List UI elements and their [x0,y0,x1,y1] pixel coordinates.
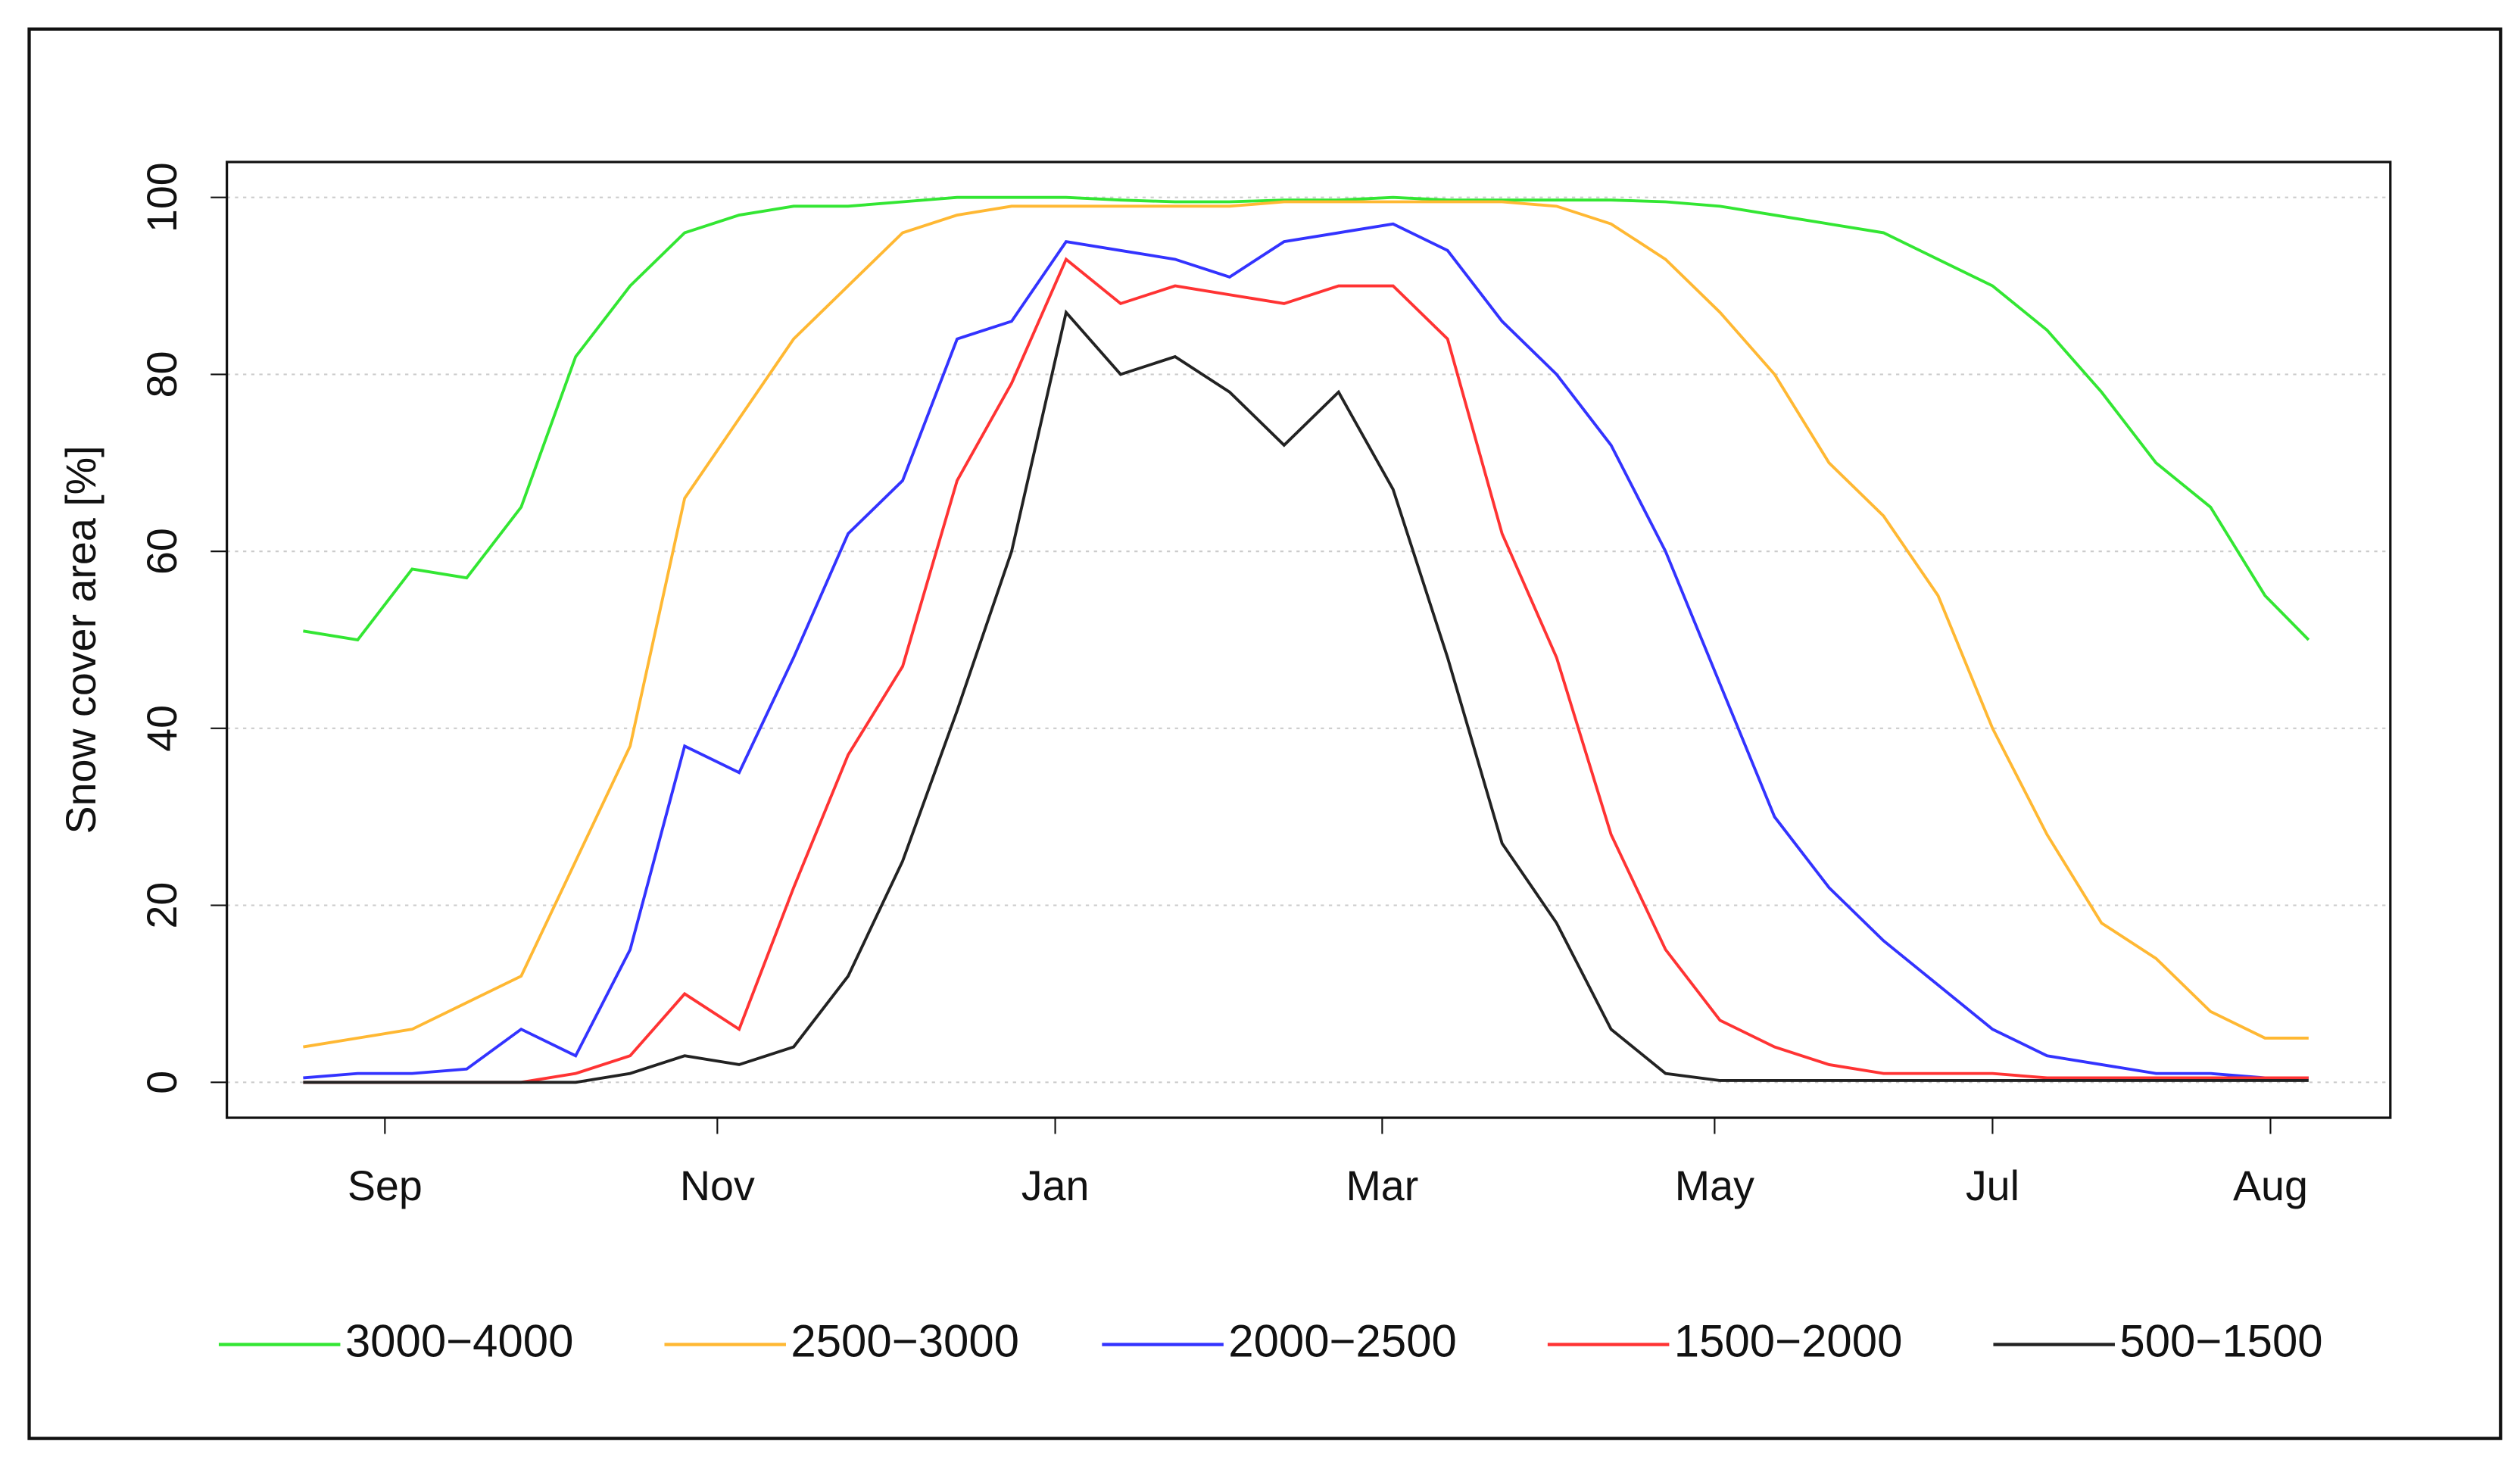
x-tick-label: Sep [348,1162,423,1209]
line-series [303,309,2309,1084]
y-tick-label: 60 [139,528,186,575]
x-tick-label: Jan [1021,1162,1090,1209]
legend-label: 500−1500 [2119,1315,2322,1366]
legend-label: 3000−4000 [345,1315,574,1366]
x-tick-label: May [1675,1162,1754,1209]
line-series [303,222,2309,1080]
frame [27,27,2503,1440]
legend-label: 1500−2000 [1674,1315,1903,1366]
x-tick-label: Aug [2233,1162,2308,1209]
y-tick-label: 100 [139,162,186,232]
line-series [303,257,2309,1084]
y-axis-label: Snow cover area [%] [58,445,104,834]
x-tick-label: Nov [680,1162,755,1209]
y-tick-label: 20 [139,882,186,929]
y-tick-label: 0 [139,1071,186,1094]
plot-border [226,161,2392,1119]
line-series [303,195,2310,642]
x-tick-label: Jul [1966,1162,2019,1209]
line-series [303,200,2309,1049]
y-tick-label: 80 [139,351,186,398]
y-tick-label: 40 [139,705,186,752]
legend-label: 2000−2500 [1228,1315,1457,1366]
x-tick-label: Mar [1346,1162,1418,1209]
legend-label: 2500−3000 [791,1315,1019,1366]
